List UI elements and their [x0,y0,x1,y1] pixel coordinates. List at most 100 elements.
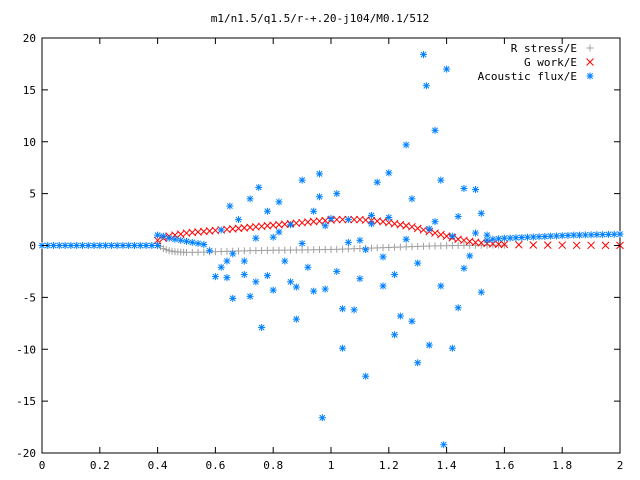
data-point [448,232,456,240]
data-point [275,198,283,206]
data-point [333,190,341,198]
data-point [333,267,341,275]
data-point [344,238,352,246]
data-point [321,222,329,230]
y-tick-label: -15 [16,395,36,408]
data-point [287,278,295,286]
data-point [168,247,176,255]
data-point [318,414,326,422]
data-point [442,232,451,241]
data-point [217,263,225,271]
data-point [159,232,167,240]
data-point [188,238,196,246]
data-point [165,247,173,255]
data-point [431,229,439,237]
data-point [408,222,416,231]
data-point [572,241,581,250]
legend-label-acoustic-flux: Acoustic flux/E [478,70,577,83]
data-point [437,282,445,290]
data-point [431,218,439,226]
data-point [252,234,260,242]
axes: 0 0.2 0.4 0.6 0.8 1 1.2 1.4 1.6 1.8 2 -20 -15 -10 -5 0 5… [16,32,623,472]
y-tick-label: 5 [29,188,36,201]
legend-glyph [586,58,594,66]
x-tick-label: 1 [328,459,335,472]
x-tick-label: 1.4 [437,459,457,472]
data-point [402,235,410,243]
data-point [529,241,538,249]
data-point [263,272,271,280]
x-tick-label: 2 [617,459,624,472]
data-point [385,169,393,177]
x-tick-label: 1.2 [379,459,399,472]
data-point [616,230,624,238]
data-point [448,344,456,352]
data-point [535,233,543,241]
data-point [402,141,410,149]
data-point [159,245,167,253]
y-tick-label: 20 [23,32,36,45]
series-marks [38,51,624,449]
y-tick-label: -20 [16,447,36,460]
data-point [414,359,422,367]
data-point [327,215,335,223]
data-point [454,304,462,312]
data-point [367,220,375,228]
data-point [500,240,509,249]
data-point [514,240,523,249]
data-point [472,185,479,193]
data-point [211,273,219,281]
series-g-work-e [153,215,624,250]
data-point [258,323,266,331]
data-point [408,195,416,203]
data-point [547,232,555,240]
data-point [460,264,468,272]
data-point [165,234,173,242]
data-point [466,252,474,260]
data-point [229,250,237,258]
data-point [292,283,300,291]
data-point [310,207,318,215]
y-tick-label: 15 [23,84,36,97]
chart-title: m1/n1.5/q1.5/r-+.20-j104/M0.1/512 [211,12,430,25]
data-point [483,231,491,239]
data-point [558,241,567,250]
data-point [477,209,485,217]
data-point [543,241,552,249]
data-point [477,288,485,296]
data-point [269,233,277,241]
data-point [373,178,381,186]
data-point [379,253,387,261]
data-point [171,235,179,243]
data-point [338,215,347,224]
data-point [391,271,399,279]
data-point [344,216,352,224]
data-point [518,234,526,242]
data-point [385,213,393,221]
data-point [425,225,433,233]
x-tick-label: 0.4 [148,459,168,472]
legend-glyph [586,72,594,80]
y-tick-label: 0 [29,240,36,253]
data-point [321,285,329,293]
data-point [298,176,306,184]
data-point [576,231,584,239]
data-point [194,239,202,247]
data-point [246,195,254,203]
data-point [581,231,589,239]
data-point [304,263,312,271]
data-point [315,170,323,178]
x-tick-label: 1.6 [494,459,514,472]
data-point [425,341,433,349]
data-point [183,237,190,245]
data-point [506,234,514,242]
data-point [350,306,358,314]
data-point [229,294,237,302]
legend-label-g-work: G work/E [524,56,577,69]
data-point [443,65,451,73]
data-point [275,228,283,236]
data-point [281,257,289,265]
data-point [206,247,214,255]
data-point [292,315,300,323]
